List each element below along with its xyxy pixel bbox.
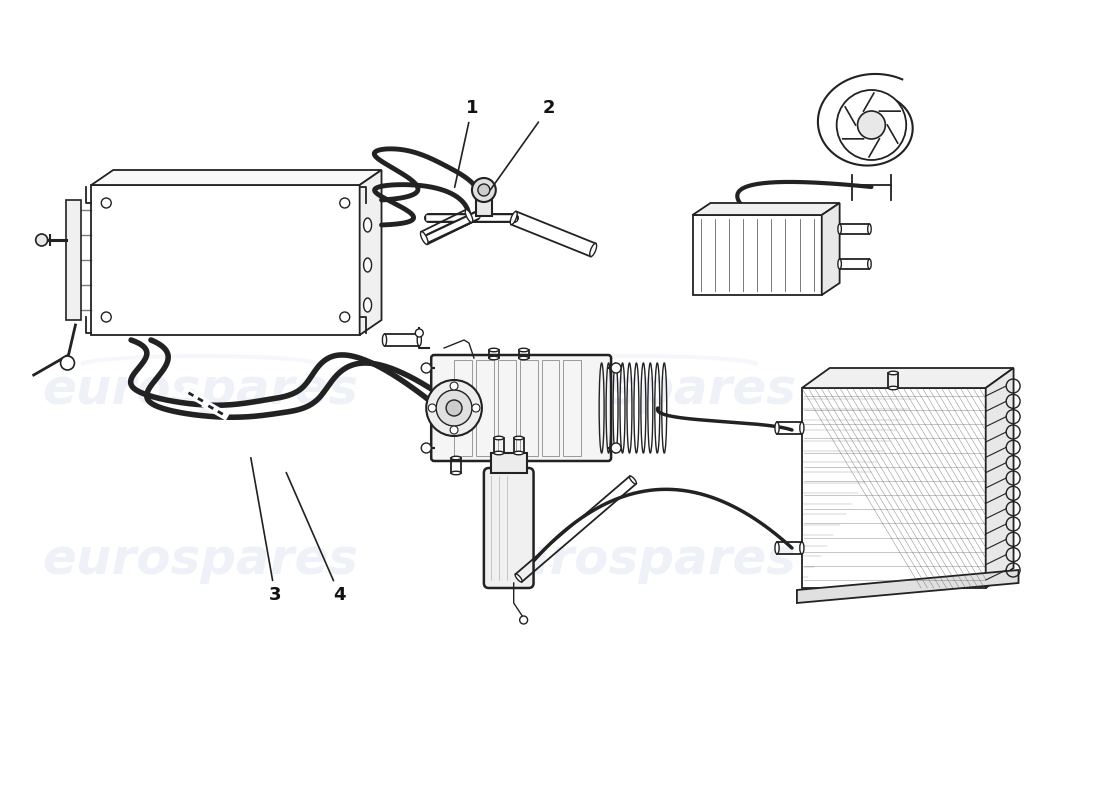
FancyBboxPatch shape xyxy=(484,468,534,588)
Circle shape xyxy=(60,356,75,370)
Ellipse shape xyxy=(451,456,461,460)
Ellipse shape xyxy=(519,348,529,352)
Polygon shape xyxy=(360,170,382,335)
Circle shape xyxy=(447,400,462,416)
Text: eurospares: eurospares xyxy=(43,366,359,414)
Ellipse shape xyxy=(364,298,372,312)
Circle shape xyxy=(612,363,621,373)
Ellipse shape xyxy=(800,542,804,554)
Ellipse shape xyxy=(629,476,637,484)
Ellipse shape xyxy=(774,542,779,554)
Polygon shape xyxy=(476,196,492,216)
Polygon shape xyxy=(491,453,527,473)
Ellipse shape xyxy=(889,386,899,390)
Circle shape xyxy=(101,312,111,322)
Ellipse shape xyxy=(364,258,372,272)
Circle shape xyxy=(35,234,47,246)
Text: eurospares: eurospares xyxy=(43,536,359,584)
Ellipse shape xyxy=(514,436,524,440)
Ellipse shape xyxy=(494,451,504,454)
Polygon shape xyxy=(693,215,822,295)
Ellipse shape xyxy=(889,371,899,374)
Ellipse shape xyxy=(465,210,473,222)
Circle shape xyxy=(472,178,496,202)
Ellipse shape xyxy=(868,224,871,234)
Ellipse shape xyxy=(868,259,871,269)
Ellipse shape xyxy=(417,334,421,346)
Circle shape xyxy=(421,363,431,373)
Polygon shape xyxy=(802,368,1013,388)
Ellipse shape xyxy=(488,356,498,360)
Ellipse shape xyxy=(488,348,498,352)
Circle shape xyxy=(858,111,886,139)
Ellipse shape xyxy=(590,243,596,257)
Circle shape xyxy=(519,616,528,624)
Ellipse shape xyxy=(451,471,461,474)
Text: eurospares: eurospares xyxy=(480,536,796,584)
Circle shape xyxy=(340,198,350,208)
Circle shape xyxy=(450,382,458,390)
Circle shape xyxy=(340,312,350,322)
Polygon shape xyxy=(802,388,986,588)
FancyBboxPatch shape xyxy=(431,355,612,461)
Ellipse shape xyxy=(494,436,504,440)
Circle shape xyxy=(421,443,431,453)
Circle shape xyxy=(426,380,482,436)
Polygon shape xyxy=(822,203,839,295)
Polygon shape xyxy=(91,170,382,185)
Text: 1: 1 xyxy=(454,99,478,187)
Circle shape xyxy=(472,404,480,412)
Circle shape xyxy=(416,329,424,337)
Polygon shape xyxy=(66,200,81,320)
Circle shape xyxy=(477,184,490,196)
Text: 2: 2 xyxy=(491,99,554,190)
Polygon shape xyxy=(986,368,1013,588)
Ellipse shape xyxy=(519,356,529,360)
Ellipse shape xyxy=(515,574,522,582)
Ellipse shape xyxy=(838,224,842,234)
Ellipse shape xyxy=(383,334,386,346)
Ellipse shape xyxy=(510,211,517,225)
Ellipse shape xyxy=(774,422,779,434)
Text: 4: 4 xyxy=(286,473,346,604)
Polygon shape xyxy=(91,185,360,335)
Circle shape xyxy=(101,198,111,208)
Text: eurospares: eurospares xyxy=(480,366,796,414)
Circle shape xyxy=(450,426,458,434)
Text: 3: 3 xyxy=(251,458,282,604)
Ellipse shape xyxy=(514,451,524,454)
Circle shape xyxy=(612,443,621,453)
Circle shape xyxy=(437,390,472,426)
Ellipse shape xyxy=(838,259,842,269)
Circle shape xyxy=(837,90,906,160)
Polygon shape xyxy=(693,203,839,215)
Ellipse shape xyxy=(364,218,372,232)
Ellipse shape xyxy=(420,232,428,244)
Ellipse shape xyxy=(800,422,804,434)
Polygon shape xyxy=(796,570,1019,603)
Circle shape xyxy=(428,404,437,412)
